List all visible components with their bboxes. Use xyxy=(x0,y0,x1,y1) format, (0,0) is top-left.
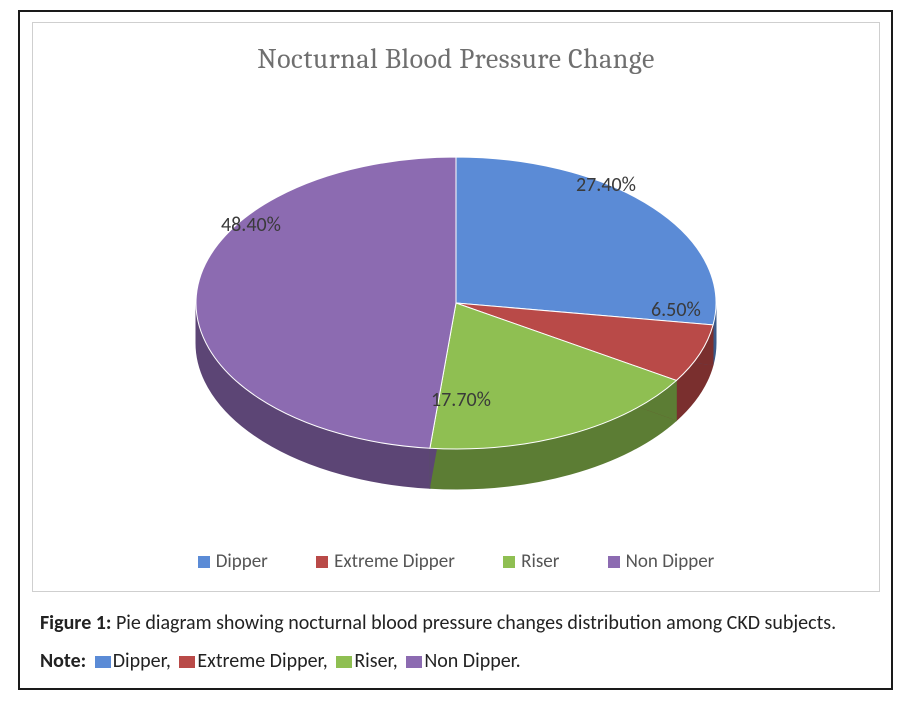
legend-item-riser: Riser xyxy=(503,550,559,573)
data-label-riser: 17.70% xyxy=(431,388,491,412)
legend-label: Riser xyxy=(521,550,559,573)
chart-plot-area: Nocturnal Blood Pressure Change 27.40% 6… xyxy=(32,22,880,592)
pie-chart: 27.40% 6.50% 17.70% 48.40% xyxy=(156,118,756,518)
legend-item-non-dipper: Non Dipper xyxy=(608,550,715,573)
legend-swatch-extreme-dipper xyxy=(316,556,328,568)
figure-frame: Nocturnal Blood Pressure Change 27.40% 6… xyxy=(18,10,893,690)
note-label: Note: xyxy=(40,649,86,673)
note-swatch-non-dipper xyxy=(406,656,422,668)
note-item-label: Non Dipper. xyxy=(424,649,520,673)
chart-legend: Dipper Extreme Dipper Riser Non Dipper xyxy=(33,550,879,573)
figure-label: Figure 1: xyxy=(40,611,111,635)
legend-item-dipper: Dipper xyxy=(198,550,268,573)
legend-swatch-riser xyxy=(503,556,515,568)
legend-swatch-dipper xyxy=(198,556,210,568)
note-swatch-dipper xyxy=(95,656,111,668)
note-swatch-riser xyxy=(336,656,352,668)
note-swatch-extreme-dipper xyxy=(179,656,195,668)
legend-label: Extreme Dipper xyxy=(334,550,455,573)
note-item-label: Dipper, xyxy=(113,649,171,673)
legend-item-extreme-dipper: Extreme Dipper xyxy=(316,550,455,573)
chart-title: Nocturnal Blood Pressure Change xyxy=(33,43,879,75)
legend-label: Non Dipper xyxy=(626,550,715,573)
note-item-label: Riser, xyxy=(354,649,397,673)
note-item-label: Extreme Dipper, xyxy=(197,649,327,673)
data-label-non-dipper: 48.40% xyxy=(221,213,281,237)
data-label-extreme-dipper: 6.50% xyxy=(651,298,701,322)
caption-text: Pie diagram showing nocturnal blood pres… xyxy=(111,611,836,635)
data-label-dipper: 27.40% xyxy=(576,173,636,197)
legend-swatch-non-dipper xyxy=(608,556,620,568)
legend-label: Dipper xyxy=(216,550,268,573)
figure-caption: Figure 1: Pie diagram showing nocturnal … xyxy=(40,604,880,680)
